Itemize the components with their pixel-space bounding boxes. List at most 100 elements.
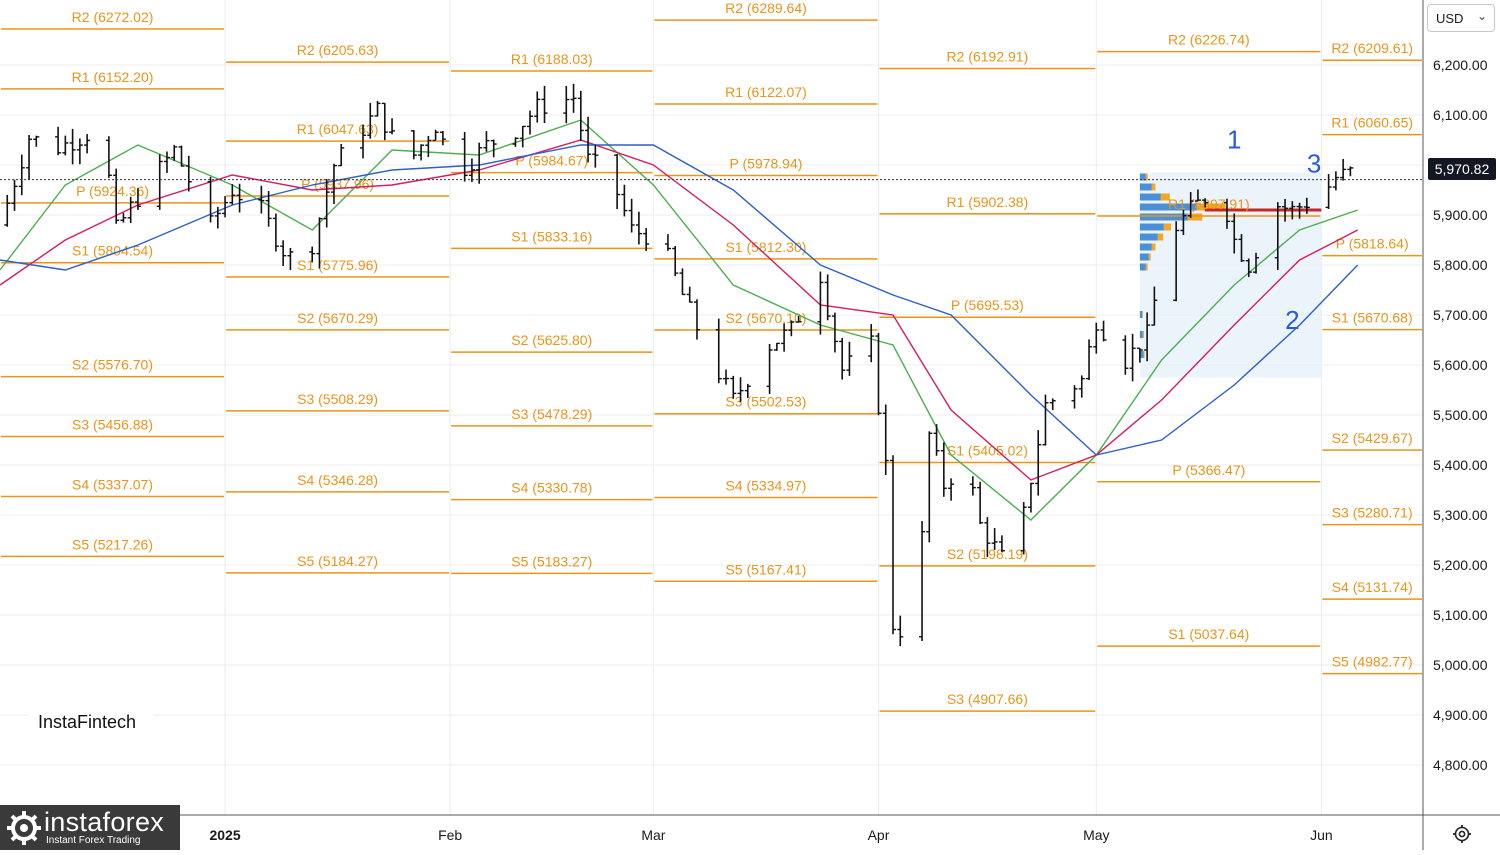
volume-row-blue — [1139, 233, 1158, 241]
pivot-label-s1: S1 (5405.02) — [947, 442, 1028, 458]
pivot-label-p: P (5366.47) — [1172, 462, 1245, 478]
volume-row-blue — [1139, 223, 1164, 231]
volume-profile — [1139, 172, 1322, 378]
pivot-label-s3: S3 (5502.53) — [725, 394, 806, 410]
chevron-down-icon: ⌄ — [1476, 9, 1487, 23]
pivot-label-s2: S2 (5670.29) — [297, 310, 378, 326]
pivot-label-s2: S2 (5670.10) — [725, 310, 806, 326]
watermark-card: InstaFintech — [28, 684, 154, 754]
pivot-label-s4: S4 (5330.78) — [511, 480, 592, 496]
grid-lines — [0, 0, 1423, 815]
pivot-label-s2: S2 (5576.70) — [72, 357, 153, 373]
volume-row-blue — [1139, 253, 1149, 261]
pivot-label-s4: S4 (5131.74) — [1332, 579, 1413, 595]
y-tick-label: 5,500.00 — [1433, 407, 1488, 423]
pivot-label-s4: S4 (5337.07) — [72, 476, 153, 492]
pivot-levels: R3 (6341.58)R2 (6272.02)R1 (6152.20)P (5… — [1, 0, 1422, 712]
volume-row-orange — [1151, 243, 1156, 251]
y-tick-label: 5,000.00 — [1433, 657, 1488, 673]
y-tick-label: 5,300.00 — [1433, 507, 1488, 523]
volume-row-blue — [1139, 331, 1143, 338]
y-tick-label: 5,700.00 — [1433, 307, 1488, 323]
volume-row-orange — [1187, 213, 1203, 221]
volume-row-blue — [1139, 243, 1152, 251]
current-price-tag: 5,970.82 — [1428, 158, 1496, 180]
x-tick-label: 2025 — [209, 827, 240, 843]
ma-slow-line — [0, 144, 1359, 456]
wave-label-2: 2 — [1285, 305, 1299, 335]
y-tick-label: 4,800.00 — [1433, 757, 1488, 773]
y-tick-label: 5,800.00 — [1433, 257, 1488, 273]
volume-row-orange — [1157, 233, 1164, 241]
logo-name: instaforex — [44, 807, 165, 837]
x-tick-label: Jun — [1310, 827, 1333, 843]
volume-row-orange — [1151, 183, 1156, 191]
pivot-label-s2: S2 (5625.80) — [511, 332, 592, 348]
volume-row-blue — [1139, 173, 1146, 181]
volume-row-blue — [1139, 213, 1188, 221]
volume-row-blue — [1139, 193, 1161, 201]
pivot-label-s3: S3 (4907.66) — [947, 691, 1028, 707]
pivot-label-s4: S4 (5334.97) — [725, 478, 806, 494]
y-tick-label: 6,100.00 — [1433, 107, 1488, 123]
pivot-label-r1: R1 (6188.03) — [511, 51, 593, 67]
ma-mid-line — [0, 139, 1359, 481]
pivot-label-r1: R1 (6047.63) — [297, 121, 379, 137]
pivot-label-r1: R1 (5897.91) — [1168, 196, 1250, 212]
pivot-label-r1: R1 (5902.38) — [947, 194, 1029, 210]
pivot-label-p: P (5978.94) — [729, 156, 802, 172]
pivot-label-r2: R2 (6289.64) — [725, 0, 807, 16]
wave-label-1: 1 — [1227, 125, 1241, 155]
pivot-label-p: P (5695.53) — [951, 297, 1024, 313]
currency-selector[interactable]: USD ⌄ — [1427, 4, 1495, 32]
pivot-label-s3: S3 (5508.29) — [297, 391, 378, 407]
watermark-brand: InstaFintech — [38, 712, 137, 732]
x-tick-label: Feb — [438, 827, 462, 843]
volume-row-blue — [1139, 183, 1152, 191]
pivot-label-r1: R1 (6122.07) — [725, 84, 807, 100]
pivot-label-s5: S5 (5167.41) — [725, 561, 806, 577]
pivot-label-r1: R1 (6060.65) — [1331, 115, 1413, 131]
pivot-label-s1: S1 (5670.68) — [1332, 310, 1413, 326]
pivot-label-p: P (5984.67) — [515, 153, 588, 169]
pivot-label-r2: R2 (6209.61) — [1331, 40, 1413, 56]
x-tick-label: Mar — [641, 827, 665, 843]
volume-row-orange — [1160, 193, 1170, 201]
volume-row-orange — [1163, 223, 1172, 231]
pivot-label-s5: S5 (5184.27) — [297, 553, 378, 569]
volume-row-orange — [1142, 331, 1144, 338]
pivot-label-r2: R2 (6205.63) — [297, 42, 379, 58]
pivot-label-p: P (5818.64) — [1336, 236, 1409, 252]
x-tick-label: Apr — [868, 827, 890, 843]
x-tick-label: May — [1083, 827, 1109, 843]
pivot-label-p: P (5937.96) — [301, 176, 374, 192]
ohlc-bars — [4, 83, 1354, 647]
pivot-label-r2: R2 (6226.74) — [1168, 32, 1250, 48]
y-tick-label: 5,200.00 — [1433, 557, 1488, 573]
pivot-label-s3: S3 (5478.29) — [511, 406, 592, 422]
volume-row-blue — [1139, 351, 1144, 358]
y-tick-label: 5,600.00 — [1433, 357, 1488, 373]
pivot-label-r2: R2 (6272.02) — [72, 9, 154, 25]
wave-labels: 1 3 2 — [1227, 125, 1321, 336]
pivot-label-s5: S5 (5217.26) — [72, 536, 153, 552]
y-tick-label: 5,900.00 — [1433, 207, 1488, 223]
volume-row-blue — [1139, 203, 1197, 211]
y-tick-label: 5,100.00 — [1433, 607, 1488, 623]
wave-label-3: 3 — [1307, 149, 1321, 179]
volume-row-orange — [1145, 173, 1148, 181]
pivot-label-s1: S1 (5775.96) — [297, 257, 378, 273]
y-tick-label: 4,900.00 — [1433, 707, 1488, 723]
instaforex-logo[interactable]: instaforex Instant Forex Trading — [0, 805, 180, 850]
volume-row-blue — [1139, 263, 1146, 271]
pivot-label-r1: R1 (6152.20) — [72, 69, 154, 85]
volume-row-orange — [1196, 203, 1226, 211]
pivot-label-s1: S1 (5037.64) — [1168, 626, 1249, 642]
volume-row-orange — [1145, 263, 1148, 271]
volume-row-orange — [1148, 253, 1151, 261]
settings-icon[interactable] — [1452, 824, 1472, 844]
y-tick-label: 6,200.00 — [1433, 57, 1488, 73]
